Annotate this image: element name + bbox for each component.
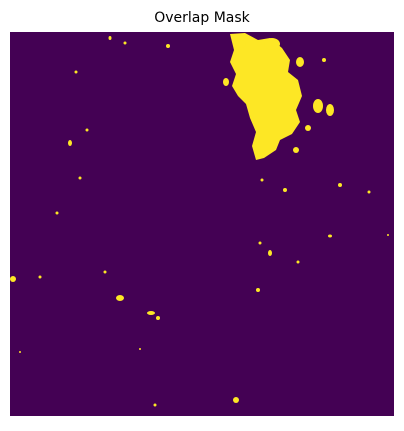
blob — [108, 36, 112, 40]
blob — [223, 78, 229, 86]
blob — [116, 295, 124, 301]
blob — [19, 351, 21, 353]
title: Overlap Mask — [154, 10, 250, 26]
blob — [85, 128, 89, 132]
mask-background — [10, 32, 394, 416]
blob — [367, 190, 371, 194]
blob — [38, 275, 42, 279]
blob — [322, 58, 326, 62]
blob — [103, 270, 107, 274]
blob — [74, 70, 78, 74]
blob — [78, 176, 82, 180]
blob — [123, 41, 127, 45]
blob — [68, 140, 72, 146]
blob — [139, 348, 141, 350]
blob — [230, 33, 302, 160]
blob — [233, 397, 239, 403]
blob — [234, 40, 246, 48]
blob — [283, 188, 287, 192]
blob — [296, 260, 300, 264]
blob — [305, 125, 311, 131]
blob — [147, 311, 155, 315]
blob — [293, 147, 299, 153]
blob — [153, 403, 157, 407]
blob — [260, 178, 264, 182]
blob — [326, 104, 334, 116]
blob — [166, 44, 170, 48]
blob — [264, 38, 280, 50]
blob — [10, 276, 16, 282]
blob — [338, 183, 342, 187]
mask-regions — [10, 33, 389, 407]
blob — [313, 99, 323, 113]
blob — [256, 288, 260, 292]
blob — [328, 234, 332, 238]
blob — [387, 234, 389, 236]
blob — [156, 316, 160, 320]
blob — [268, 250, 272, 256]
blob — [296, 57, 304, 67]
blob — [55, 211, 59, 215]
blob — [258, 241, 262, 245]
